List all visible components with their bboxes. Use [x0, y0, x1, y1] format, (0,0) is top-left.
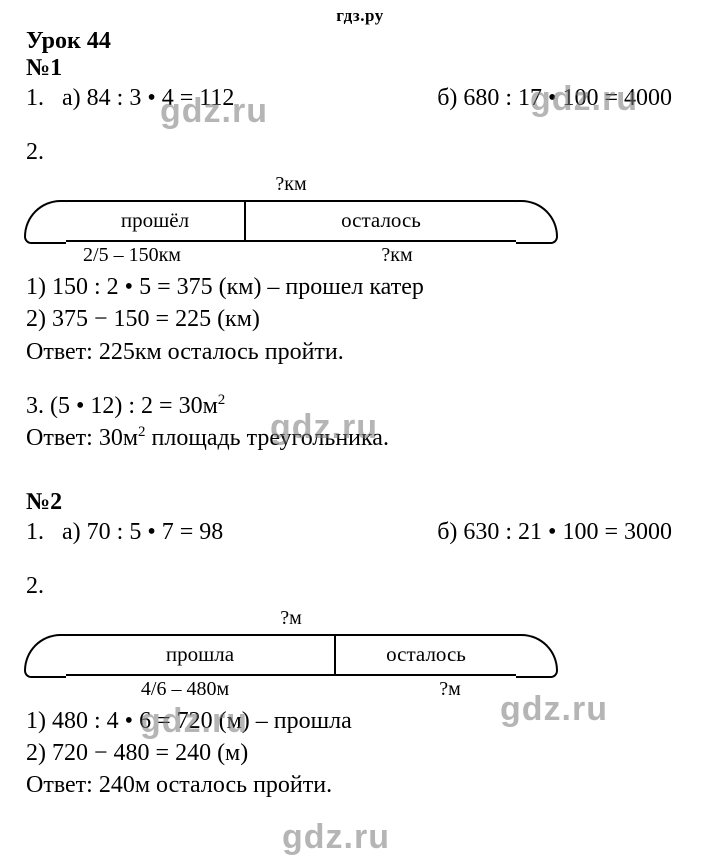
- eq-a: а) 84 : 3 • 4 = 112: [62, 85, 234, 111]
- part-prefix: 1.: [26, 519, 44, 545]
- task1-part1: 1. а) 84 : 3 • 4 = 112 б) 680 : 17 • 100…: [26, 82, 700, 114]
- diagram-seg-left: прошла: [66, 636, 336, 674]
- part-prefix: 1.: [26, 85, 44, 111]
- task-heading: №1: [26, 55, 700, 82]
- part-prefix: 2.: [26, 136, 700, 168]
- diagram-seg-right: осталось: [336, 636, 516, 674]
- lesson-title: Урок 44: [26, 28, 700, 55]
- diagram-seg-right: осталось: [246, 202, 516, 240]
- solution-line: 2) 720 − 480 = 240 (м): [26, 737, 700, 769]
- diagram-under-right: ?м: [344, 678, 556, 701]
- diagram-top-label: ?км: [26, 173, 556, 196]
- diagram: ?мпрошлаосталось4/6 – 480м?м: [26, 607, 556, 701]
- part-prefix: 2.: [26, 570, 700, 602]
- diagram: ?кмпрошёлосталось2/5 – 150км?км: [26, 173, 556, 267]
- answer-line: Ответ: 225км осталось пройти.: [26, 336, 700, 368]
- eq-a: а) 70 : 5 • 7 = 98: [62, 519, 223, 545]
- site-header: гдз.ру: [0, 0, 720, 28]
- diagram-under-right: ?км: [238, 244, 556, 267]
- diagram-top-label: ?м: [26, 607, 556, 630]
- solution-line: 1) 480 : 4 • 6 = 720 (м) – прошла: [26, 705, 700, 737]
- page-content: Урок 44 №1 1. а) 84 : 3 • 4 = 112 б) 680…: [0, 28, 720, 802]
- part3-line2: Ответ: 30м2 площадь треугольника.: [26, 422, 700, 454]
- solution-line: 1) 150 : 2 • 5 = 375 (км) – прошел катер: [26, 271, 700, 303]
- watermark: gdz.ru: [282, 818, 390, 857]
- diagram-seg-left: прошёл: [66, 202, 246, 240]
- diagram-under-left: 2/5 – 150км: [26, 244, 238, 267]
- diagram-under-left: 4/6 – 480м: [26, 678, 344, 701]
- diagram-bar: прошёлосталось: [26, 200, 556, 242]
- answer-line: Ответ: 240м осталось пройти.: [26, 769, 700, 801]
- eq-b: б) 630 : 21 • 100 = 3000: [437, 516, 700, 548]
- solution-line: 2) 375 − 150 = 225 (км): [26, 303, 700, 335]
- task-heading: №2: [26, 489, 700, 516]
- diagram-bar: прошлаосталось: [26, 634, 556, 676]
- eq-b: б) 680 : 17 • 100 = 4000: [437, 82, 700, 114]
- part3-line1: 3. (5 • 12) : 2 = 30м2: [26, 390, 700, 422]
- task2-part1: 1. а) 70 : 5 • 7 = 98 б) 630 : 21 • 100 …: [26, 516, 700, 548]
